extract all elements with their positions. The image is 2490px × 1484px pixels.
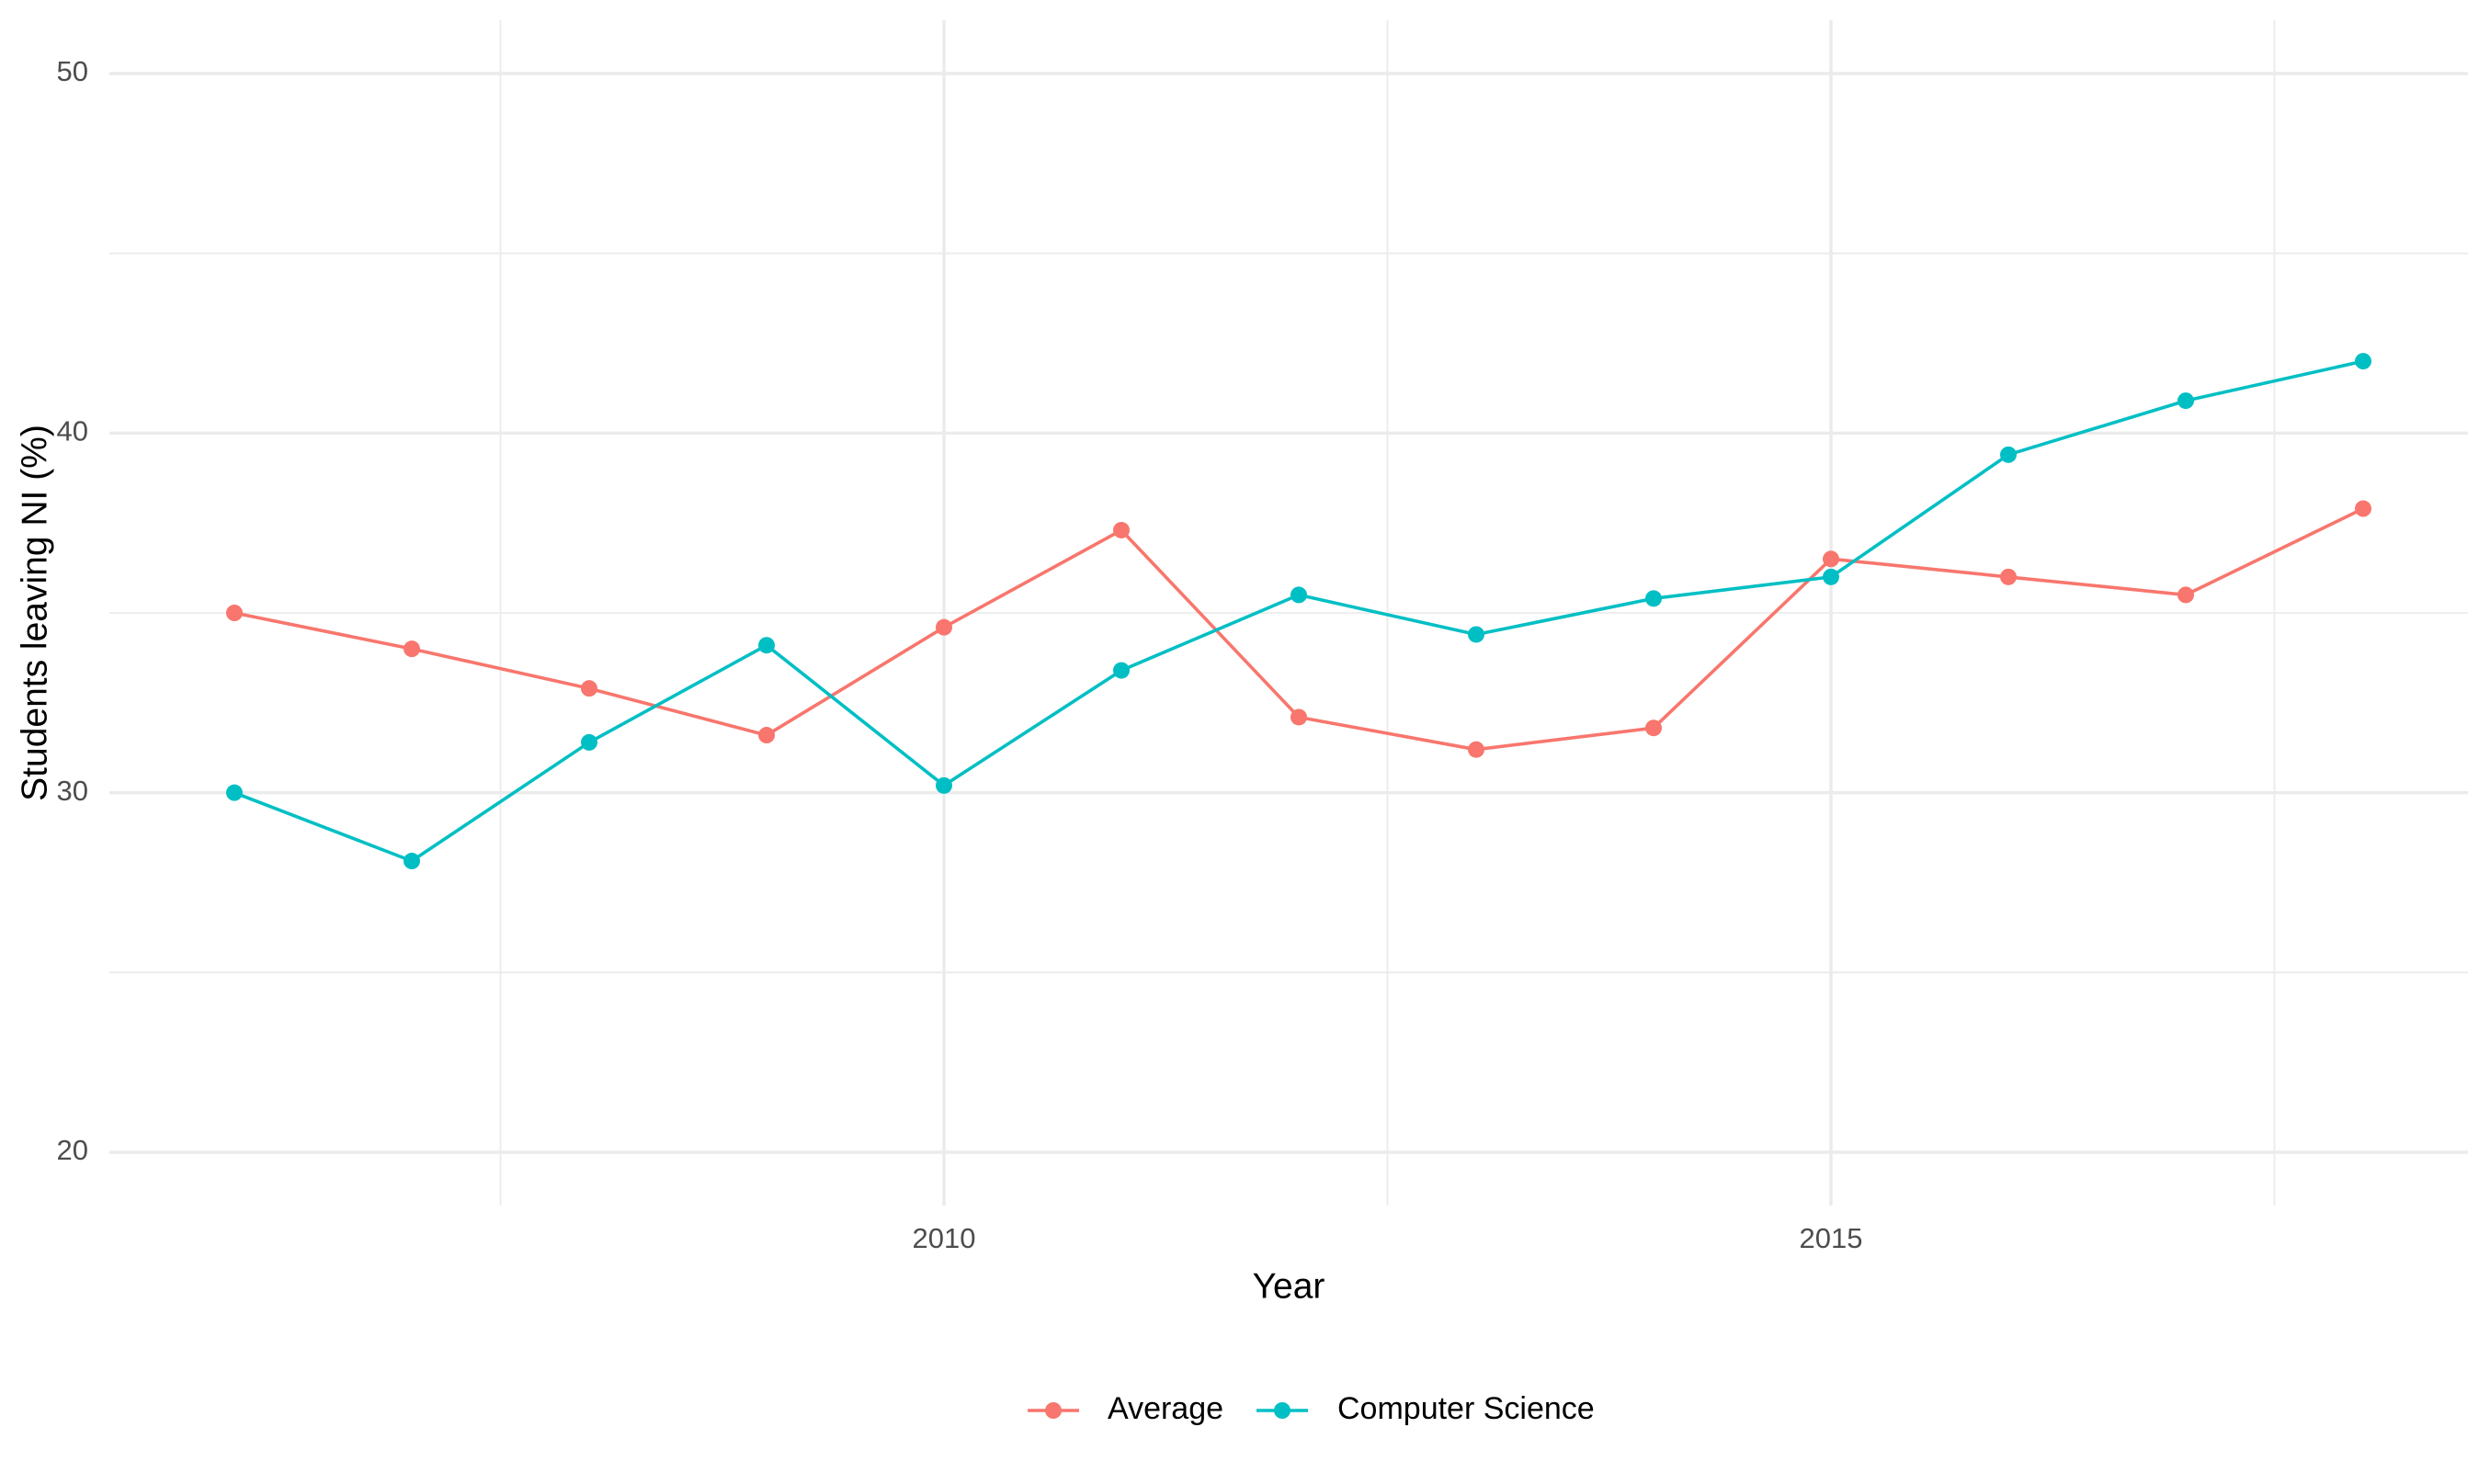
data-point-computer-science [2355, 353, 2371, 370]
data-point-average [936, 618, 952, 636]
data-point-average [2355, 500, 2371, 517]
data-point-computer-science [404, 853, 420, 870]
data-point-average [1645, 719, 1662, 737]
data-point-average [1113, 521, 1130, 538]
data-point-computer-science [226, 784, 243, 801]
legend-key-dot-computer-science [1274, 1402, 1290, 1419]
tick-labels: 20 30 40 50 2010 2015 [57, 55, 1863, 1254]
data-point-computer-science [2177, 392, 2194, 410]
data-point-computer-science [1468, 626, 1484, 643]
data-point-average [2000, 568, 2017, 585]
data-point-computer-science [581, 733, 597, 751]
x-axis-title: Year [1253, 1266, 1325, 1306]
data-point-computer-science [1645, 590, 1662, 607]
data-point-average [1468, 741, 1484, 758]
data-point-average [1290, 708, 1307, 726]
x-tick-label: 2010 [913, 1222, 976, 1254]
y-tick-label: 50 [57, 55, 88, 87]
data-point-average [226, 605, 243, 621]
series-line-computer-science [233, 359, 2364, 863]
legend-label-computer-science: Computer Science [1337, 1391, 1595, 1426]
data-point-computer-science [758, 637, 775, 654]
y-tick-label: 20 [57, 1134, 88, 1166]
y-axis-title: Students leaving NI (%) [15, 425, 54, 801]
y-tick-label: 40 [57, 415, 88, 447]
legend-key-dot-average [1045, 1402, 1062, 1419]
data-point-computer-science [1290, 586, 1307, 604]
data-point-computer-science [2000, 446, 2017, 463]
data-point-computer-science [1823, 568, 1839, 585]
legend: Average Computer Science [1028, 1391, 1595, 1426]
data-point-average [1823, 550, 1839, 568]
series-layer [226, 353, 2371, 870]
x-tick-label: 2015 [1800, 1222, 1863, 1254]
data-point-average [758, 727, 775, 744]
legend-label-average: Average [1108, 1391, 1223, 1426]
data-point-computer-science [936, 776, 952, 794]
data-point-average [404, 640, 420, 658]
data-point-average [2177, 586, 2194, 604]
data-point-average [581, 680, 597, 697]
data-point-computer-science [1113, 662, 1130, 679]
minor-gridlines [109, 20, 2468, 1206]
y-tick-label: 30 [57, 775, 88, 807]
